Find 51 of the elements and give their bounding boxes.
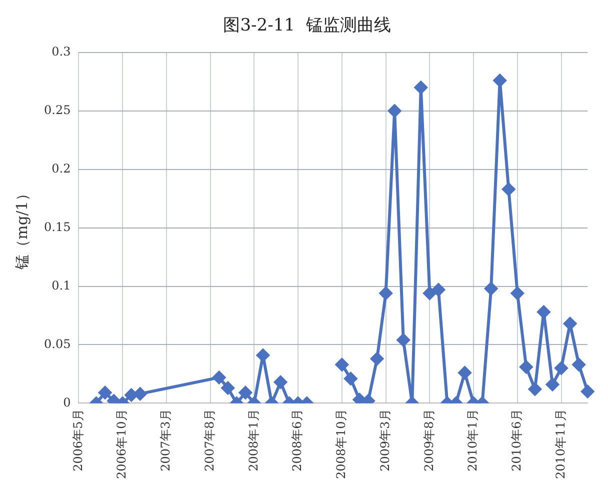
x-tick-label: 2007年8月 xyxy=(202,409,216,472)
point xyxy=(212,370,226,384)
point xyxy=(238,386,252,400)
x-tick-label: 2006年5月 xyxy=(70,409,85,472)
point xyxy=(221,381,234,394)
x-tick-label: 2010年11月 xyxy=(553,409,568,480)
point xyxy=(379,286,392,300)
point xyxy=(484,282,498,296)
x-tick-label: 2007年3月 xyxy=(158,409,173,472)
chart-title: 图3-2-11 锰监测曲线 xyxy=(223,16,391,36)
x-tick-label: 2009年3月 xyxy=(378,409,392,472)
point xyxy=(546,378,560,391)
y-tick-label: 0.15 xyxy=(44,220,71,234)
point xyxy=(134,387,147,400)
point xyxy=(370,352,384,366)
point xyxy=(564,317,577,330)
x-tick-label: 2008年6月 xyxy=(290,409,304,472)
point xyxy=(256,348,270,362)
x-tick-label: 2010年6月 xyxy=(510,409,524,472)
x-tick-label: 2008年10月 xyxy=(334,409,348,480)
x-tick-label: 2008年1月 xyxy=(246,409,260,472)
y-tick-label: 0.3 xyxy=(52,44,71,59)
point xyxy=(414,80,428,94)
point xyxy=(581,385,594,398)
point xyxy=(124,388,138,402)
point xyxy=(510,286,524,300)
y-tick-label: 0.25 xyxy=(44,102,71,117)
y-tick-label: 0.1 xyxy=(52,278,71,292)
point xyxy=(502,182,516,196)
point xyxy=(493,74,506,87)
point xyxy=(554,362,568,375)
point xyxy=(528,382,542,396)
point xyxy=(537,305,550,318)
point xyxy=(274,376,288,389)
point xyxy=(432,283,445,296)
y-axis-title: 锰（mg/1） xyxy=(12,186,31,271)
x-tick-label: 2006年10月 xyxy=(114,409,129,480)
point xyxy=(98,386,112,400)
y-tick-label: 0 xyxy=(63,395,71,410)
x-tick-label: 2010年1月 xyxy=(466,409,480,472)
y-tick-label: 0.2 xyxy=(52,161,71,176)
point xyxy=(520,360,533,374)
y-tick-label: 0.05 xyxy=(44,336,71,351)
point xyxy=(335,358,348,372)
point xyxy=(458,366,472,380)
x-tick-label: 2009年8月 xyxy=(422,409,436,472)
point xyxy=(388,104,402,118)
point xyxy=(572,358,586,372)
point xyxy=(344,372,358,386)
point xyxy=(423,286,436,300)
point xyxy=(396,334,410,347)
